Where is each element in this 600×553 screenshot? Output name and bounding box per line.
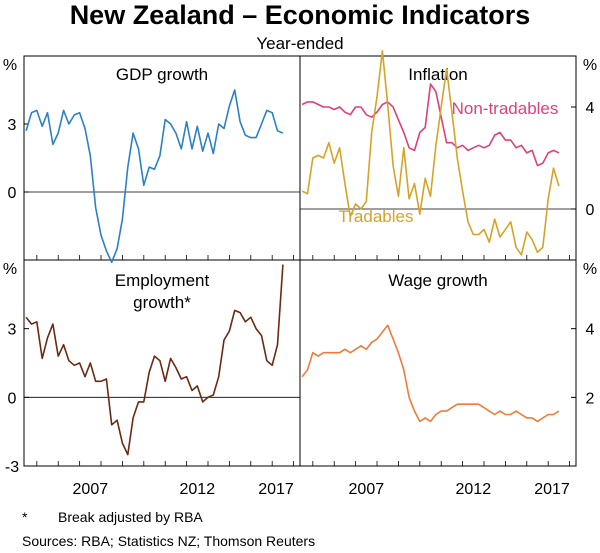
y-tick-label: 4 [586,100,595,117]
y-axis-unit: % [3,57,17,74]
panel-title: GDP growth [116,65,208,84]
x-tick-label: 2012 [180,481,216,498]
y-axis-unit: % [3,261,17,278]
sources: Sources: RBA; Statistics NZ; Thomson Reu… [22,533,315,549]
y-tick-label: -3 [5,459,19,476]
x-tick-label: 2007 [73,481,109,498]
y-axis-unit: % [583,57,597,74]
y-tick-label: 3 [8,117,17,134]
panel-title: Employment [115,271,210,290]
y-tick-label: 0 [8,390,17,407]
panel-top-left: 0 3% GDP growth [3,57,300,264]
series-label: Tradables [339,207,414,226]
panel-title: Wage growth [388,271,488,290]
series-label: Non-tradables [452,99,559,118]
series-line-bottom-right [301,324,560,423]
series-line-top-left [25,89,284,264]
x-tick-label: 2007 [349,481,385,498]
y-tick-label: 4 [586,322,595,339]
x-tick-label: 2017 [258,481,294,498]
series-line-bottom-left [25,264,284,456]
chart-title: New Zealand – Economic Indicators [70,0,531,30]
panels: 0 3% GDP growth 0 4% Inflation Non-tradables Tr… [3,50,597,498]
y-tick-label: 0 [8,185,17,202]
chart-subtitle: Year-ended [256,34,343,53]
series-line-tradables [301,50,560,256]
panel-title: growth* [133,293,191,312]
series-line-non-tradables [301,83,560,167]
panel-title: Inflation [408,65,468,84]
panel-top-right: 0 4% Inflation Non-tradables Tradables [300,50,597,260]
y-tick-label: 3 [8,322,17,339]
y-tick-label: 2 [586,390,595,407]
x-tick-label: 2017 [534,481,570,498]
footnote: Break adjusted by RBA [58,509,203,525]
y-tick-label: 0 [586,202,595,219]
panel-bottom-left: -3 0 3% 2007 2012 2017 Employment growth* [3,261,300,498]
footnote-mark: * [22,509,28,525]
y-axis-unit: % [583,261,597,278]
panel-bottom-right: 2 4% 2007 2012 2017 Wage growth [301,261,597,498]
x-tick-label: 2012 [456,481,492,498]
